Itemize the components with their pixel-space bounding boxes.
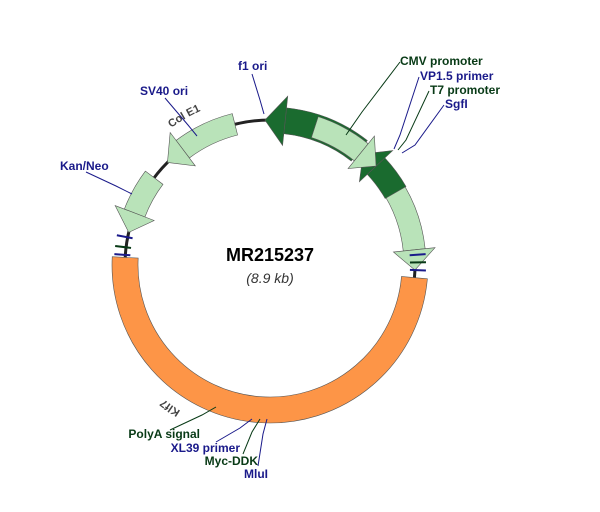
sgfi-label: SgfI	[445, 97, 468, 111]
sgfi-leader	[402, 105, 444, 153]
cmv-leader	[346, 62, 400, 135]
polya-feature	[124, 171, 163, 217]
sv40-label: SV40 ori	[140, 84, 188, 98]
vp15-tick	[410, 254, 426, 255]
xl39-label: XL39 primer	[171, 441, 241, 455]
f1ori-leader	[252, 74, 264, 114]
plasmid-name: MR215237	[226, 245, 314, 265]
cole1-arc-label: Col E1	[166, 103, 202, 131]
myc-tick	[115, 246, 131, 248]
myc-label: Myc-DDK	[205, 454, 259, 468]
klf7-arc-label: Klf7	[158, 396, 182, 418]
mlui-tick	[114, 254, 130, 255]
t7-leader	[398, 91, 429, 150]
t7-label: T7 promoter	[430, 83, 500, 97]
plasmid-map: CMV promoterVP1.5 primerT7 promoterSgfI K…	[0, 0, 600, 512]
cmv-label: CMV promoter	[400, 54, 483, 68]
xl39-leader	[216, 419, 252, 442]
vp15-label: VP1.5 primer	[420, 69, 494, 83]
sgfi-tick	[410, 270, 426, 271]
kanneo-leader	[86, 172, 132, 194]
cmv-arrowhead	[393, 248, 435, 270]
kanneo-arrowhead	[265, 96, 288, 145]
polya-label: PolyA signal	[128, 427, 200, 441]
plasmid-size: (8.9 kb)	[246, 270, 293, 286]
f1ori-label: f1 ori	[238, 59, 267, 73]
mlui-leader	[258, 419, 267, 466]
xl39-tick	[117, 235, 133, 238]
mlui-label: MluI	[244, 467, 268, 481]
kanneo-label: Kan/Neo	[60, 159, 109, 173]
